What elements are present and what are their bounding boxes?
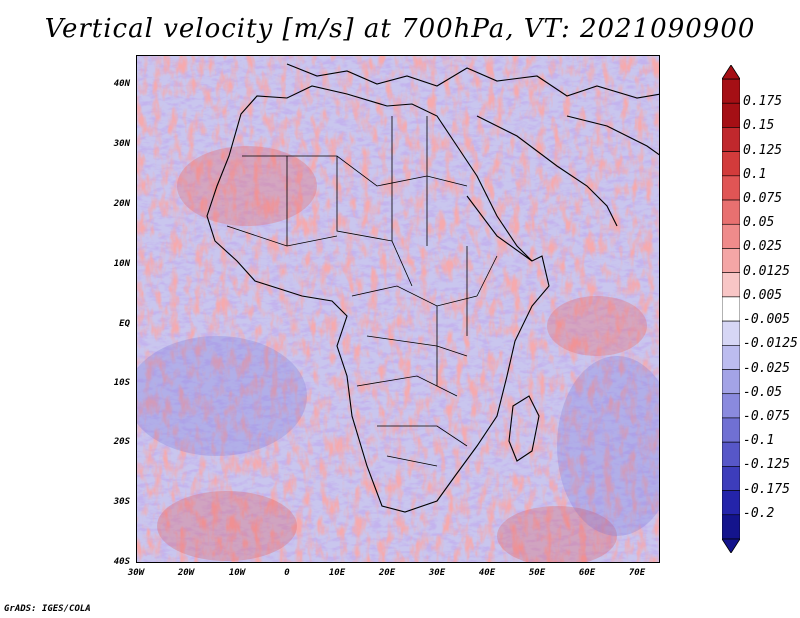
colorbar-label: 0.15 xyxy=(743,118,775,134)
south-indian-positive xyxy=(497,506,617,562)
colorbar-swatch xyxy=(722,78,740,104)
chart-title: Vertical velocity [m/s] at 700hPa, VT: 2… xyxy=(44,14,756,44)
colorbar-label: -0.2 xyxy=(743,505,775,521)
colorbar-swatch xyxy=(722,102,740,128)
indian-ocean-positive xyxy=(547,296,647,356)
east-indian-negative xyxy=(557,356,659,536)
colorbar-swatch xyxy=(722,272,740,298)
colorbar-swatch xyxy=(722,296,740,322)
lon-label: 10W xyxy=(228,568,246,578)
coastlines xyxy=(206,63,659,513)
south-atlantic-positive xyxy=(157,491,297,561)
colorbar-swatch xyxy=(722,320,740,346)
colorbar-label: -0.125 xyxy=(743,457,790,473)
lat-label: 20N xyxy=(113,199,130,209)
lon-label: 0 xyxy=(284,568,290,578)
sahel-west-positive xyxy=(177,146,317,226)
colorbar xyxy=(722,65,740,553)
lon-label: 30W xyxy=(127,568,145,578)
colorbar-swatch xyxy=(722,417,740,443)
colorbar-bottom-arrow xyxy=(722,538,740,553)
lon-label: 70E xyxy=(628,568,646,578)
colorbar-label: 0.125 xyxy=(743,142,783,158)
colorbar-label: 0.075 xyxy=(743,191,783,207)
map-field xyxy=(137,56,659,562)
colorbar-swatch xyxy=(722,514,740,540)
lat-label: 10S xyxy=(113,378,130,388)
colorbar-top-arrow xyxy=(722,65,740,80)
colorbar-label: 0.05 xyxy=(743,215,775,231)
colorbar-swatch xyxy=(722,248,740,273)
colorbar-swatch xyxy=(722,151,740,177)
country-borders xyxy=(226,116,498,467)
colorbar-label: 0.005 xyxy=(743,287,783,303)
lat-label: 20S xyxy=(113,437,130,447)
colorbar-label: -0.05 xyxy=(743,384,783,400)
colorbar-label: 0.025 xyxy=(743,239,783,255)
atlantic-negative xyxy=(137,336,307,456)
colorbar-swatch xyxy=(722,223,740,249)
lat-label: 10N xyxy=(113,259,130,269)
colorbar-label: 0.175 xyxy=(743,94,783,110)
lon-label: 10E xyxy=(328,568,346,578)
colorbar-label: -0.025 xyxy=(743,360,790,376)
colorbar-label: 0.0125 xyxy=(743,263,790,279)
colorbar-swatch xyxy=(722,393,740,419)
colorbar-swatch xyxy=(722,490,740,516)
colorbar-label: -0.1 xyxy=(743,433,775,449)
lon-label: 50E xyxy=(528,568,546,578)
lat-label: 30N xyxy=(113,139,130,149)
lon-label: 20W xyxy=(177,568,195,578)
colorbar-label: -0.075 xyxy=(743,408,790,424)
lat-label: EQ xyxy=(119,319,130,329)
colorbar-swatch xyxy=(722,441,740,467)
lat-label: 30S xyxy=(113,497,130,507)
colorbar-swatch xyxy=(722,127,740,152)
colorbar-swatch xyxy=(722,199,740,225)
lon-label: 40E xyxy=(478,568,496,578)
colorbar-swatch xyxy=(722,345,740,370)
lon-label: 20E xyxy=(378,568,396,578)
colorbar-swatch xyxy=(722,369,740,395)
colorbar-label: -0.005 xyxy=(743,312,790,328)
colorbar-swatch xyxy=(722,175,740,201)
map-panel xyxy=(136,55,660,563)
colorbar-label: -0.0125 xyxy=(743,336,798,352)
lat-label: 40S xyxy=(113,557,130,567)
lon-label: 30E xyxy=(428,568,446,578)
lon-label: 60E xyxy=(578,568,596,578)
colorbar-swatch xyxy=(722,466,740,491)
credit-text: GrADS: IGES/COLA xyxy=(4,604,91,614)
lat-label: 40N xyxy=(113,79,130,89)
colorbar-label: -0.175 xyxy=(743,481,790,497)
colorbar-label: 0.1 xyxy=(743,166,767,182)
